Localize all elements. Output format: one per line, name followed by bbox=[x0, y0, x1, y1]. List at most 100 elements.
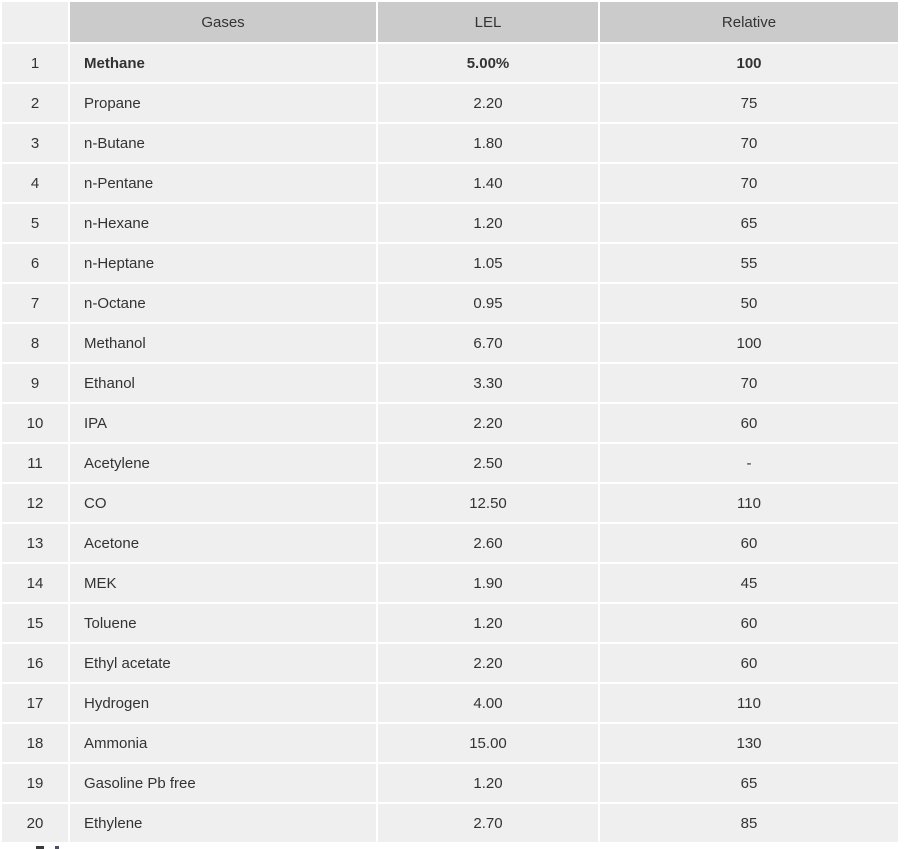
row-number-cell: 12 bbox=[2, 484, 68, 522]
gas-name-cell: Ethylene bbox=[70, 804, 376, 842]
table-row: 1 Methane 5.00% 100 bbox=[2, 44, 898, 82]
relative-value-cell: - bbox=[600, 444, 898, 482]
clipped-glyph-top bbox=[55, 846, 59, 849]
lel-value-cell: 1.05 bbox=[378, 244, 598, 282]
row-number-cell: 13 bbox=[2, 524, 68, 562]
table-row: 5 n-Hexane 1.20 65 bbox=[2, 204, 898, 242]
table-row: 18 Ammonia 15.00 130 bbox=[2, 724, 898, 762]
relative-value-cell: 75 bbox=[600, 84, 898, 122]
table-row: 19 Gasoline Pb free 1.20 65 bbox=[2, 764, 898, 802]
gas-name-cell: n-Heptane bbox=[70, 244, 376, 282]
row-number-cell: 7 bbox=[2, 284, 68, 322]
row-number-cell: 10 bbox=[2, 404, 68, 442]
clipped-glyph-top bbox=[36, 846, 44, 849]
gas-name-cell: n-Butane bbox=[70, 124, 376, 162]
table-row: 17 Hydrogen 4.00 110 bbox=[2, 684, 898, 722]
corner-header-cell bbox=[2, 2, 68, 42]
relative-value-cell: 65 bbox=[600, 764, 898, 802]
gas-name-cell: n-Pentane bbox=[70, 164, 376, 202]
relative-value-cell: 60 bbox=[600, 524, 898, 562]
table-row: 4 n-Pentane 1.40 70 bbox=[2, 164, 898, 202]
lel-value-cell: 2.20 bbox=[378, 644, 598, 682]
row-number-cell: 20 bbox=[2, 804, 68, 842]
gas-name-cell: Acetylene bbox=[70, 444, 376, 482]
lel-value-cell: 2.60 bbox=[378, 524, 598, 562]
row-number-cell: 16 bbox=[2, 644, 68, 682]
lel-value-cell: 15.00 bbox=[378, 724, 598, 762]
gas-name-cell: MEK bbox=[70, 564, 376, 602]
column-header-lel: LEL bbox=[378, 2, 598, 42]
gas-name-cell: n-Octane bbox=[70, 284, 376, 322]
row-number-cell: 9 bbox=[2, 364, 68, 402]
gas-name-cell: Gasoline Pb free bbox=[70, 764, 376, 802]
row-number-cell: 6 bbox=[2, 244, 68, 282]
lel-value-cell: 0.95 bbox=[378, 284, 598, 322]
table-row: 20 Ethylene 2.70 85 bbox=[2, 804, 898, 842]
relative-value-cell: 65 bbox=[600, 204, 898, 242]
lel-value-cell: 1.80 bbox=[378, 124, 598, 162]
table-row: 11 Acetylene 2.50 - bbox=[2, 444, 898, 482]
relative-value-cell: 100 bbox=[600, 324, 898, 362]
gas-name-cell: CO bbox=[70, 484, 376, 522]
row-number-cell: 17 bbox=[2, 684, 68, 722]
lel-value-cell: 2.50 bbox=[378, 444, 598, 482]
column-header-gases: Gases bbox=[70, 2, 376, 42]
gas-name-cell: Propane bbox=[70, 84, 376, 122]
table-row: 7 n-Octane 0.95 50 bbox=[2, 284, 898, 322]
gas-name-cell: Ethyl acetate bbox=[70, 644, 376, 682]
relative-value-cell: 60 bbox=[600, 604, 898, 642]
gas-name-cell: Hydrogen bbox=[70, 684, 376, 722]
table-row: 13 Acetone 2.60 60 bbox=[2, 524, 898, 562]
table-row: 14 MEK 1.90 45 bbox=[2, 564, 898, 602]
gas-name-cell: Acetone bbox=[70, 524, 376, 562]
gas-name-cell: Toluene bbox=[70, 604, 376, 642]
table-row: 12 CO 12.50 110 bbox=[2, 484, 898, 522]
table-row: 3 n-Butane 1.80 70 bbox=[2, 124, 898, 162]
lel-value-cell: 1.90 bbox=[378, 564, 598, 602]
relative-value-cell: 85 bbox=[600, 804, 898, 842]
lel-value-cell: 1.20 bbox=[378, 604, 598, 642]
row-number-cell: 19 bbox=[2, 764, 68, 802]
gas-name-cell: Methanol bbox=[70, 324, 376, 362]
row-number-cell: 18 bbox=[2, 724, 68, 762]
relative-value-cell: 60 bbox=[600, 644, 898, 682]
relative-value-cell: 100 bbox=[600, 44, 898, 82]
row-number-cell: 5 bbox=[2, 204, 68, 242]
gas-name-cell: Ammonia bbox=[70, 724, 376, 762]
table-row: 8 Methanol 6.70 100 bbox=[2, 324, 898, 362]
row-number-cell: 14 bbox=[2, 564, 68, 602]
table-row: 6 n-Heptane 1.05 55 bbox=[2, 244, 898, 282]
gas-name-cell: Methane bbox=[70, 44, 376, 82]
relative-value-cell: 55 bbox=[600, 244, 898, 282]
row-number-cell: 11 bbox=[2, 444, 68, 482]
header-row: Gases LEL Relative bbox=[2, 2, 898, 42]
lel-value-cell: 1.20 bbox=[378, 204, 598, 242]
row-number-cell: 8 bbox=[2, 324, 68, 362]
relative-value-cell: 130 bbox=[600, 724, 898, 762]
relative-value-cell: 70 bbox=[600, 164, 898, 202]
gas-name-cell: n-Hexane bbox=[70, 204, 376, 242]
row-number-cell: 3 bbox=[2, 124, 68, 162]
relative-value-cell: 60 bbox=[600, 404, 898, 442]
table-row: 16 Ethyl acetate 2.20 60 bbox=[2, 644, 898, 682]
row-number-cell: 4 bbox=[2, 164, 68, 202]
relative-value-cell: 70 bbox=[600, 364, 898, 402]
row-number-cell: 15 bbox=[2, 604, 68, 642]
relative-value-cell: 70 bbox=[600, 124, 898, 162]
gas-name-cell: IPA bbox=[70, 404, 376, 442]
relative-value-cell: 45 bbox=[600, 564, 898, 602]
lel-value-cell: 1.20 bbox=[378, 764, 598, 802]
table-row: 15 Toluene 1.20 60 bbox=[2, 604, 898, 642]
gas-name-cell: Ethanol bbox=[70, 364, 376, 402]
table-body: 1 Methane 5.00% 100 2 Propane 2.20 75 3 … bbox=[2, 44, 898, 842]
lel-value-cell: 2.70 bbox=[378, 804, 598, 842]
column-header-relative: Relative bbox=[600, 2, 898, 42]
relative-value-cell: 110 bbox=[600, 484, 898, 522]
clipped-text-fragment bbox=[36, 846, 66, 849]
lel-value-cell: 3.30 bbox=[378, 364, 598, 402]
table-row: 2 Propane 2.20 75 bbox=[2, 84, 898, 122]
row-number-cell: 2 bbox=[2, 84, 68, 122]
table-row: 10 IPA 2.20 60 bbox=[2, 404, 898, 442]
relative-value-cell: 110 bbox=[600, 684, 898, 722]
